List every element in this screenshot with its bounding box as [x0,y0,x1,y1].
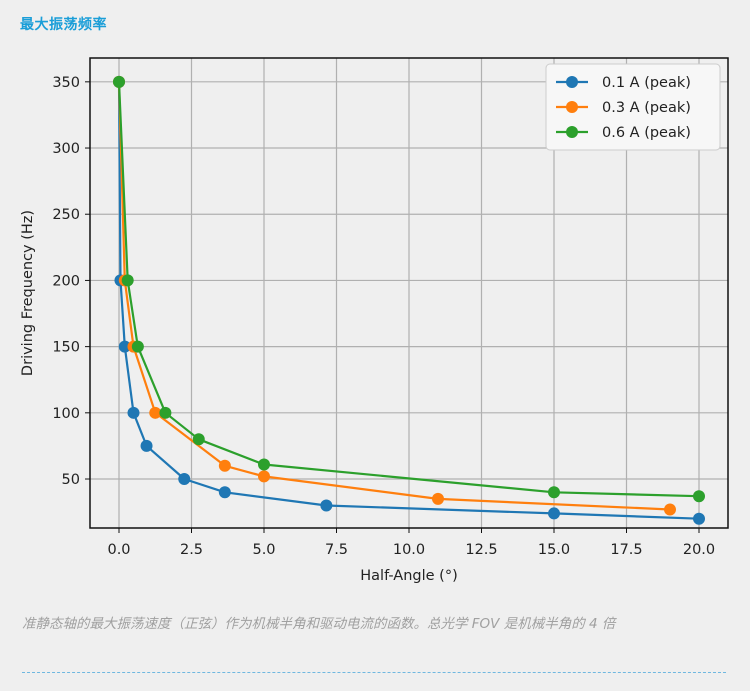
data-point [159,406,172,419]
data-point [548,507,560,520]
legend-swatch-marker [566,126,578,138]
data-point [192,433,205,446]
data-point [693,512,705,525]
plot-frame [89,57,729,529]
data-point [548,486,560,499]
data-point [131,340,144,353]
x-tick-label: 12.5 [465,542,497,558]
data-point [118,340,131,353]
series-2 [113,75,676,516]
data-point [218,459,231,472]
x-axis-ticks: 0.0 2.5 5.0 7.5 10.0 12.5 15.0 17.5 20.0 [107,528,715,558]
frequency-chart: 0.0 2.5 5.0 7.5 10.0 12.5 15.0 17.5 20.0 50 100 15… [20,57,729,584]
legend-item: 0.6 A (peak) [556,125,691,141]
y-tick-label: 250 [52,207,80,223]
series-line [117,81,671,511]
x-tick-label: 0.0 [107,542,130,558]
legend-label: 0.6 A (peak) [602,125,691,141]
y-tick-label: 350 [52,75,80,91]
legend-swatch-marker [566,76,578,88]
data-point [258,458,270,471]
y-axis-ticks: 50 100 150 200 250 300 350 [52,75,90,488]
x-tick-label: 5.0 [252,542,275,558]
x-tick-label: 15.0 [538,542,570,558]
chart-series [113,75,705,525]
series-line [117,81,700,520]
data-point [664,503,676,516]
y-tick-label: 300 [52,141,80,157]
legend-item: 0.1 A (peak) [556,75,691,91]
y-tick-label: 100 [52,406,80,422]
data-point [149,406,162,419]
series-3 [113,75,705,503]
x-tick-label: 17.5 [610,542,642,558]
series-line [117,81,700,498]
y-tick-label: 150 [52,340,80,356]
chart-legend: 0.1 A (peak) 0.3 A (peak) 0.6 A (peak) [545,63,721,151]
y-tick-label: 200 [52,273,80,289]
y-tick-label: 50 [62,472,80,488]
legend-label: 0.1 A (peak) [602,75,691,91]
x-tick-label: 7.5 [325,542,348,558]
x-tick-label: 20.0 [683,542,715,558]
x-tick-label: 10.0 [393,542,425,558]
x-axis-label: Half-Angle (°) [360,568,457,584]
data-point [693,490,705,503]
y-axis-label: Driving Frequency (Hz) [20,210,36,376]
data-point [127,406,140,419]
legend-swatch-marker [566,101,578,113]
chart-heading: 最大振荡频率 [20,17,107,33]
data-point [320,499,333,512]
data-point [218,486,231,499]
data-point [113,75,125,88]
figure-caption: 准静态轴的最大振荡速度（正弦）作为机械半角和驱动电流的函数。总光学 FOV 是机… [22,616,616,632]
data-point [140,439,153,452]
data-point [178,473,191,486]
legend-box [545,63,721,151]
data-point [121,274,134,287]
data-point [258,470,270,483]
legend-label: 0.3 A (peak) [602,100,691,116]
x-tick-label: 2.5 [180,542,203,558]
divider-line [22,672,726,673]
data-point [432,492,444,505]
legend-item: 0.3 A (peak) [556,100,691,116]
